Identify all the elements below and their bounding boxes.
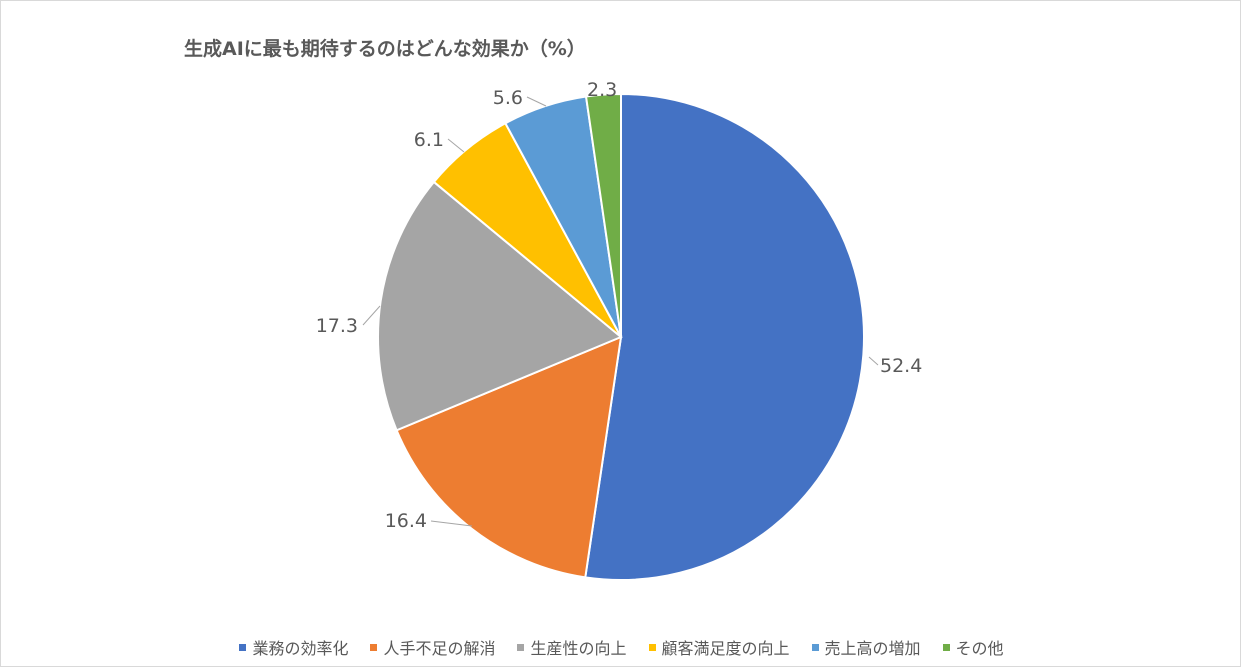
legend-label-3: 顧客満足度の向上 — [661, 639, 790, 658]
data-label-0: 52.4 — [880, 355, 922, 377]
leader-line-4 — [526, 96, 547, 107]
legend-item-0: 業務の効率化 — [239, 635, 348, 659]
legend-swatch-3 — [648, 643, 656, 651]
pie-slice-1 — [395, 335, 623, 579]
legend-swatch-1 — [370, 643, 378, 651]
legend: 業務の効率化 人手不足の解消 生産性の向上 顧客満足度の向上 売上高の増加 その他 — [1, 635, 1241, 659]
legend-item-1: 人手不足の解消 — [370, 635, 495, 659]
leader-line-3 — [447, 138, 465, 153]
pie-slice-0 — [584, 92, 865, 581]
legend-label-5: その他 — [955, 639, 1004, 658]
pie-slice-2 — [377, 180, 623, 432]
legend-label-1: 人手不足の解消 — [383, 639, 496, 658]
data-label-3: 6.1 — [414, 129, 444, 151]
chart-title: 生成AIに最も期待するのはどんな効果か（%） — [184, 38, 586, 60]
data-label-2: 17.3 — [316, 315, 358, 337]
legend-swatch-4 — [811, 643, 819, 651]
legend-swatch-0 — [239, 643, 247, 651]
legend-item-5: その他 — [942, 635, 1004, 659]
leader-line-1 — [430, 520, 473, 527]
data-label-5: 2.3 — [587, 79, 617, 101]
legend-label-0: 業務の効率化 — [252, 639, 349, 658]
legend-item-2: 生産性の向上 — [517, 635, 627, 659]
legend-swatch-5 — [942, 643, 950, 651]
data-label-1: 16.4 — [385, 510, 427, 532]
legend-label-2: 生産性の向上 — [530, 639, 627, 658]
data-label-4: 5.6 — [493, 87, 523, 109]
legend-item-3: 顧客満足度の向上 — [648, 635, 790, 659]
pie-slice-5 — [584, 92, 622, 338]
legend-item-4: 売上高の増加 — [811, 635, 921, 659]
legend-swatch-2 — [517, 643, 525, 651]
leader-line-2 — [362, 305, 381, 326]
leader-line-0 — [868, 356, 879, 366]
legend-label-4: 売上高の増加 — [824, 639, 921, 658]
